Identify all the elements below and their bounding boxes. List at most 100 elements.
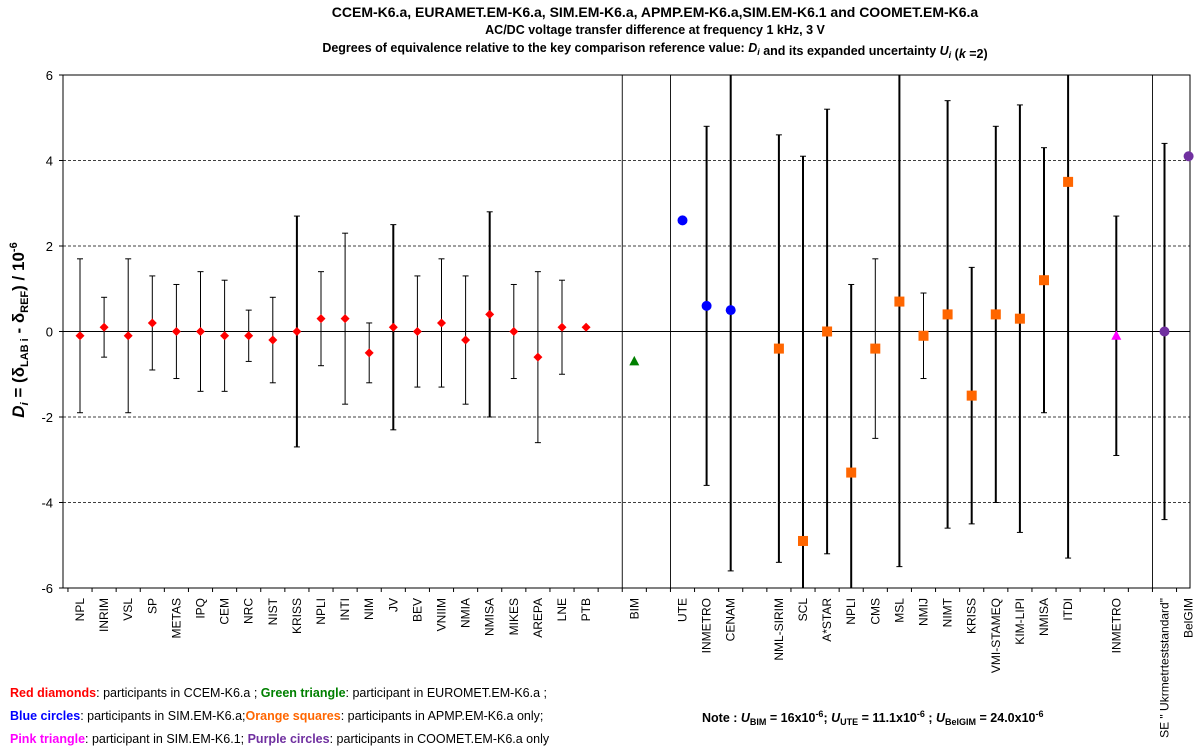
- legend: Red diamonds: participants in CCEM-K6.a …: [10, 686, 1044, 746]
- red-diamond-marker: [557, 322, 567, 332]
- orange-square-marker: [1014, 313, 1025, 324]
- category-label: ITDI: [1061, 598, 1075, 621]
- legend-line-2: Blue circles: participants in SIM.EM-K6.…: [10, 709, 543, 723]
- category-label: NMIA: [459, 598, 473, 628]
- red-diamond-marker: [244, 331, 254, 341]
- category-label: NMIJ: [917, 598, 931, 626]
- category-label: NIST: [266, 597, 280, 625]
- orange-square-marker: [966, 390, 977, 401]
- red-diamond-marker: [412, 327, 422, 336]
- purple-circle-marker: [1183, 151, 1194, 162]
- orange-square-marker: [846, 467, 857, 478]
- legend-line-3: Pink triangle: participant in SIM.EM-K6.…: [10, 732, 550, 746]
- legend-orange-text: : participants in APMP.EM-K6.a only;: [341, 709, 544, 723]
- category-label: CENAM: [724, 598, 738, 641]
- category-label: SP: [145, 598, 159, 614]
- y-axis-ticks: -6 -4 -2 0 2 4 6: [41, 68, 63, 596]
- red-diamond-marker: [171, 327, 181, 336]
- orange-square-marker: [990, 309, 1001, 320]
- uncertainty-note: Note : UBIM = 16x10-6; UUTE = 11.1x10-6 …: [702, 709, 1044, 727]
- red-diamond-marker: [364, 348, 374, 358]
- category-label: KRISS: [965, 598, 979, 634]
- category-label: PTB: [579, 598, 593, 621]
- legend-blue-label: Blue circles: [10, 709, 80, 723]
- y-axis-label: Di = (δLAB i - δREF) / 10-6: [8, 242, 31, 417]
- orange-square-marker: [822, 326, 833, 337]
- legend-pink-text: : participant in SIM.EM-K6.1;: [85, 732, 248, 746]
- category-label: NMISA: [1037, 598, 1051, 636]
- orange-square-marker: [870, 343, 881, 354]
- chart-title-line1: CCEM-K6.a, EURAMET.EM-K6.a, SIM.EM-K6.a,…: [332, 4, 979, 20]
- red-diamond-marker: [268, 335, 278, 345]
- category-label: CMS: [868, 598, 882, 625]
- category-labels: NPL INRIM VSL SP METAS IPQ CEM NRC NIST KRISS NPLI…: [73, 597, 1196, 738]
- y-tick-label: -6: [41, 581, 53, 596]
- red-diamond-marker: [461, 335, 471, 345]
- category-label: NIM: [362, 598, 376, 620]
- category-label: SE " Ukrmetrteststandard": [1158, 598, 1172, 738]
- red-diamond-marker: [340, 314, 350, 324]
- category-label: KRISS: [290, 598, 304, 634]
- red-diamond-marker: [75, 331, 85, 341]
- category-label: METAS: [169, 598, 183, 638]
- red-diamond-marker: [533, 352, 543, 362]
- category-label: SCL: [796, 598, 810, 622]
- legend-green-label: Green triangle: [261, 686, 346, 700]
- category-label: BelGIM: [1182, 598, 1196, 638]
- category-label: JV: [386, 598, 400, 612]
- y-tick-label: -2: [41, 410, 53, 425]
- purple-circle-marker: [1159, 326, 1170, 337]
- category-label: INTI: [338, 598, 352, 621]
- orange-square-marker: [918, 330, 929, 341]
- y-tick-label: 6: [46, 68, 53, 83]
- orange-square-marker: [1063, 176, 1074, 187]
- red-diamond-marker: [196, 327, 205, 336]
- red-diamond-marker: [581, 322, 591, 332]
- y-tick-label: 0: [46, 325, 53, 340]
- red-diamond-marker: [220, 331, 230, 341]
- red-diamond-marker: [123, 331, 133, 341]
- orange-square-marker: [942, 309, 953, 320]
- red-diamond-marker: [485, 309, 495, 319]
- legend-purple-label: Purple circles: [248, 732, 330, 746]
- green-triangle-marker: [629, 355, 640, 366]
- orange-square-marker: [773, 343, 784, 354]
- chart-title-line3: Degrees of equivalence relative to the k…: [322, 41, 987, 61]
- category-label: NRC: [242, 598, 256, 624]
- category-label: INMETRO: [700, 598, 714, 653]
- orange-square-marker: [1039, 275, 1049, 286]
- legend-purple-text: : participants in COOMET.EM-K6.a only: [330, 732, 550, 746]
- red-diamond-marker: [316, 314, 326, 324]
- category-label: NPLI: [844, 598, 858, 625]
- category-label: BEV: [410, 598, 424, 622]
- category-label: KIM-LIPI: [1013, 598, 1027, 645]
- category-label: MSL: [892, 598, 906, 623]
- data-marks: [75, 75, 1194, 588]
- category-label: NPL: [73, 598, 87, 622]
- red-diamond-marker: [437, 318, 446, 328]
- y-tick-label: 4: [46, 154, 53, 169]
- y-tick-label: 2: [46, 239, 53, 254]
- legend-red-text: : participants in CCEM-K6.a ;: [96, 686, 261, 700]
- category-label: NPLI: [314, 598, 328, 625]
- category-label: IPQ: [194, 598, 208, 619]
- blue-circle-marker: [701, 300, 712, 311]
- y-tick-label: -4: [41, 496, 53, 511]
- category-label: INRIM: [97, 598, 111, 632]
- red-diamond-marker: [147, 318, 157, 328]
- pink-triangle-marker: [1111, 330, 1122, 340]
- legend-blue-text: : participants in SIM.EM-K6.a;: [80, 709, 245, 723]
- orange-square-marker: [894, 296, 905, 307]
- legend-line-1: Red diamonds: participants in CCEM-K6.a …: [10, 686, 547, 700]
- category-label: VNIIM: [435, 598, 449, 631]
- legend-red-label: Red diamonds: [10, 686, 96, 700]
- separator-lines: [67, 75, 1178, 592]
- category-label: A*STAR: [820, 598, 834, 642]
- category-label: BIM: [627, 598, 641, 619]
- red-diamond-marker: [99, 322, 109, 332]
- grid-layer: [62, 74, 1191, 589]
- category-label: INMETRO: [1109, 598, 1123, 653]
- category-label: LNE: [555, 598, 569, 621]
- category-label: MIKES: [507, 598, 521, 635]
